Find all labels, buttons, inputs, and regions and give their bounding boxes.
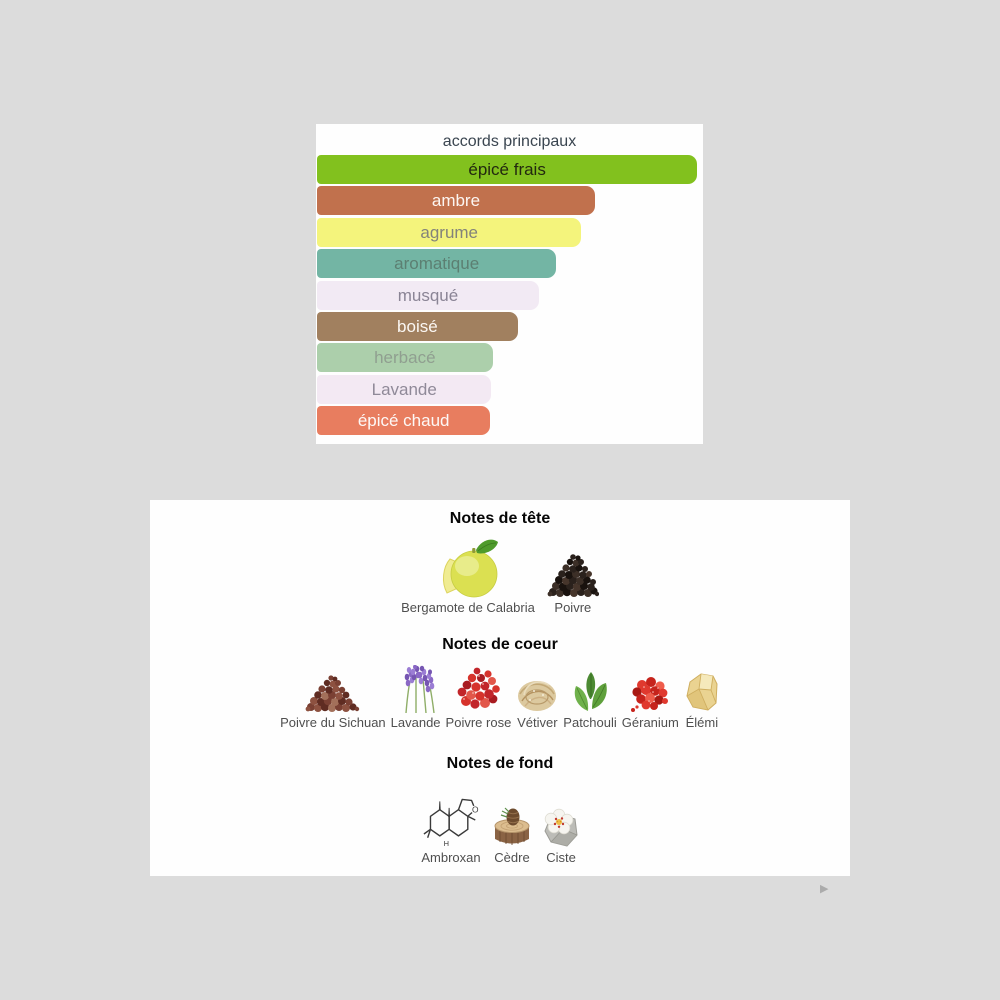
sichuan-pepper-pile-icon: [305, 667, 361, 713]
accords-bar-chart: épicé frais ambre agrume aromatique musq…: [316, 155, 703, 436]
accord-bar-aromatique: aromatique: [317, 249, 557, 279]
accord-bar-herbace: herbacé: [317, 343, 493, 373]
note-item-poivre[interactable]: Poivre: [547, 546, 599, 615]
note-label[interactable]: Cèdre: [494, 850, 530, 865]
note-item-poivre-rose[interactable]: Poivre rose: [445, 667, 512, 730]
black-pepper-pile-icon: [547, 546, 599, 598]
lavender-sprigs-icon: [393, 665, 439, 713]
note-label[interactable]: Élémi: [685, 715, 719, 730]
accord-bar-lavande: Lavande: [317, 374, 492, 404]
note-item-bergamote[interactable]: Bergamote de Calabria: [401, 538, 535, 615]
carousel-next-icon[interactable]: ▶: [820, 883, 829, 895]
notes-coeur-row: Poivre du Sichuan Lavande: [150, 665, 850, 730]
svg-text:H: H: [444, 839, 449, 848]
accord-bar-musque: musqué: [317, 280, 539, 310]
notes-pyramid-card: Notes de tête Bergamote de Calabria: [150, 500, 850, 876]
notes-fond-row: O H Ambroxan: [150, 792, 850, 865]
elemi-resin-icon: [684, 669, 720, 713]
notes-tete-row: Bergamote de Calabria: [150, 538, 850, 615]
bergamot-fruit-icon: [435, 538, 501, 598]
note-item-elemi[interactable]: Élémi: [684, 669, 720, 730]
geranium-flower-icon: [628, 673, 672, 713]
note-label[interactable]: Ambroxan: [421, 850, 481, 865]
note-item-vetiver[interactable]: Vétiver: [516, 673, 558, 730]
note-item-patchouli[interactable]: Patchouli: [563, 669, 617, 730]
accord-bar-boise: boisé: [317, 311, 518, 341]
note-label[interactable]: Géranium: [621, 715, 679, 730]
note-label[interactable]: Poivre rose: [445, 715, 512, 730]
note-label[interactable]: Ciste: [546, 850, 576, 865]
notes-tete-heading: Notes de tête: [449, 510, 551, 527]
note-item-ciste[interactable]: Ciste: [543, 804, 579, 865]
svg-text:O: O: [472, 805, 479, 815]
note-label[interactable]: Poivre: [554, 600, 592, 615]
notes-fond-heading: Notes de fond: [446, 755, 554, 772]
note-item-poivre-sichuan[interactable]: Poivre du Sichuan: [280, 667, 386, 730]
accords-title: accords principaux: [442, 133, 577, 150]
note-label[interactable]: Poivre du Sichuan: [280, 715, 386, 730]
note-item-geranium[interactable]: Géranium: [622, 673, 679, 730]
accord-bar-epice-frais: épicé frais: [317, 155, 698, 184]
accords-card: accords principaux épicé frais ambre agr…: [316, 124, 703, 444]
note-label[interactable]: Lavande: [390, 715, 441, 730]
note-item-cedre[interactable]: Cèdre: [489, 806, 535, 865]
note-label[interactable]: Patchouli: [563, 715, 617, 730]
accord-bar-agrume: agrume: [317, 217, 582, 247]
accord-bar-ambre: ambre: [317, 186, 595, 216]
cistus-flower-icon: [543, 804, 579, 848]
accord-bar-epice-chaud: épicé chaud: [317, 406, 491, 436]
notes-coeur-heading: Notes de coeur: [442, 636, 558, 653]
vetiver-root-bundle-icon: [516, 673, 558, 713]
ambroxan-molecule-icon: O H: [421, 792, 481, 848]
note-label[interactable]: Bergamote de Calabria: [401, 600, 535, 615]
note-item-ambroxan[interactable]: O H Ambroxan: [421, 792, 481, 865]
pink-pepper-berries-icon: [455, 667, 501, 713]
note-label[interactable]: Vétiver: [517, 715, 558, 730]
patchouli-leaves-icon: [570, 669, 610, 713]
cedar-wood-icon: [489, 806, 535, 848]
note-item-lavande[interactable]: Lavande: [391, 665, 441, 730]
